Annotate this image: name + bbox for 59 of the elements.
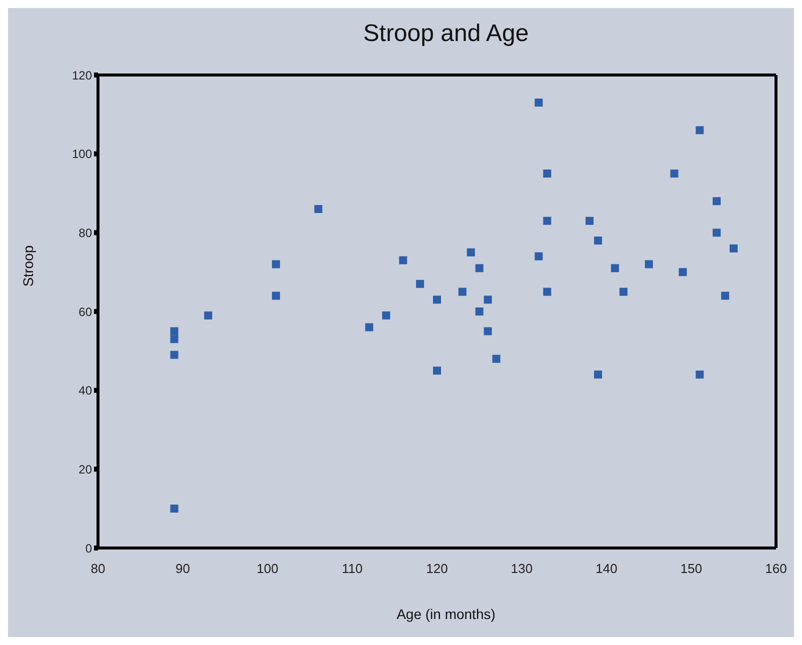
y-tick-label: 0 — [85, 541, 92, 556]
x-tick-label: 150 — [680, 561, 702, 576]
point — [484, 327, 492, 336]
y-tick-label: 80 — [78, 226, 92, 240]
point — [534, 252, 543, 260]
y-axis-title: Stroop — [20, 244, 36, 289]
point — [475, 308, 484, 316]
point — [416, 280, 424, 288]
point — [170, 350, 178, 359]
point — [678, 268, 687, 276]
point — [382, 311, 390, 320]
point — [730, 244, 738, 252]
point — [458, 288, 466, 296]
point — [721, 292, 730, 300]
point — [272, 292, 280, 300]
x-tick-label: 100 — [256, 561, 278, 576]
point — [610, 264, 619, 272]
point — [204, 311, 212, 320]
point — [543, 216, 552, 225]
point — [466, 248, 475, 256]
point — [433, 296, 441, 304]
chart-title: Stroop and Age — [362, 20, 530, 48]
point — [696, 126, 704, 134]
point — [170, 335, 178, 344]
y-tick-label: 60 — [78, 304, 92, 319]
point — [534, 98, 543, 107]
point — [670, 170, 678, 178]
point — [314, 205, 322, 214]
x-tick-label: 80 — [90, 561, 106, 576]
point — [594, 370, 602, 379]
x-tick-label: 130 — [510, 561, 533, 576]
point — [272, 260, 280, 268]
point — [712, 228, 721, 237]
x-axis-title: Age (in months) — [396, 606, 496, 622]
point — [619, 288, 628, 296]
y-tick-label: 100 — [72, 147, 92, 162]
point — [644, 260, 653, 268]
x-tick-label: 120 — [426, 561, 448, 576]
y-tick-label: 20 — [78, 462, 92, 476]
point — [484, 296, 492, 304]
point — [543, 170, 552, 178]
point — [170, 504, 178, 513]
point — [586, 216, 594, 225]
point — [170, 327, 178, 336]
x-tick-label: 160 — [765, 561, 787, 576]
point — [594, 236, 602, 245]
y-tick-label: 40 — [78, 384, 92, 398]
x-tick-label: 110 — [342, 561, 363, 576]
point — [475, 264, 484, 272]
point — [712, 197, 721, 206]
point — [696, 370, 704, 379]
point — [399, 256, 408, 264]
x-tick-label: 140 — [596, 561, 618, 576]
point — [492, 354, 500, 363]
point — [543, 288, 552, 296]
point — [365, 323, 374, 332]
point — [433, 366, 441, 375]
x-tick-label: 90 — [176, 561, 190, 576]
y-tick-label: 120 — [72, 68, 92, 82]
